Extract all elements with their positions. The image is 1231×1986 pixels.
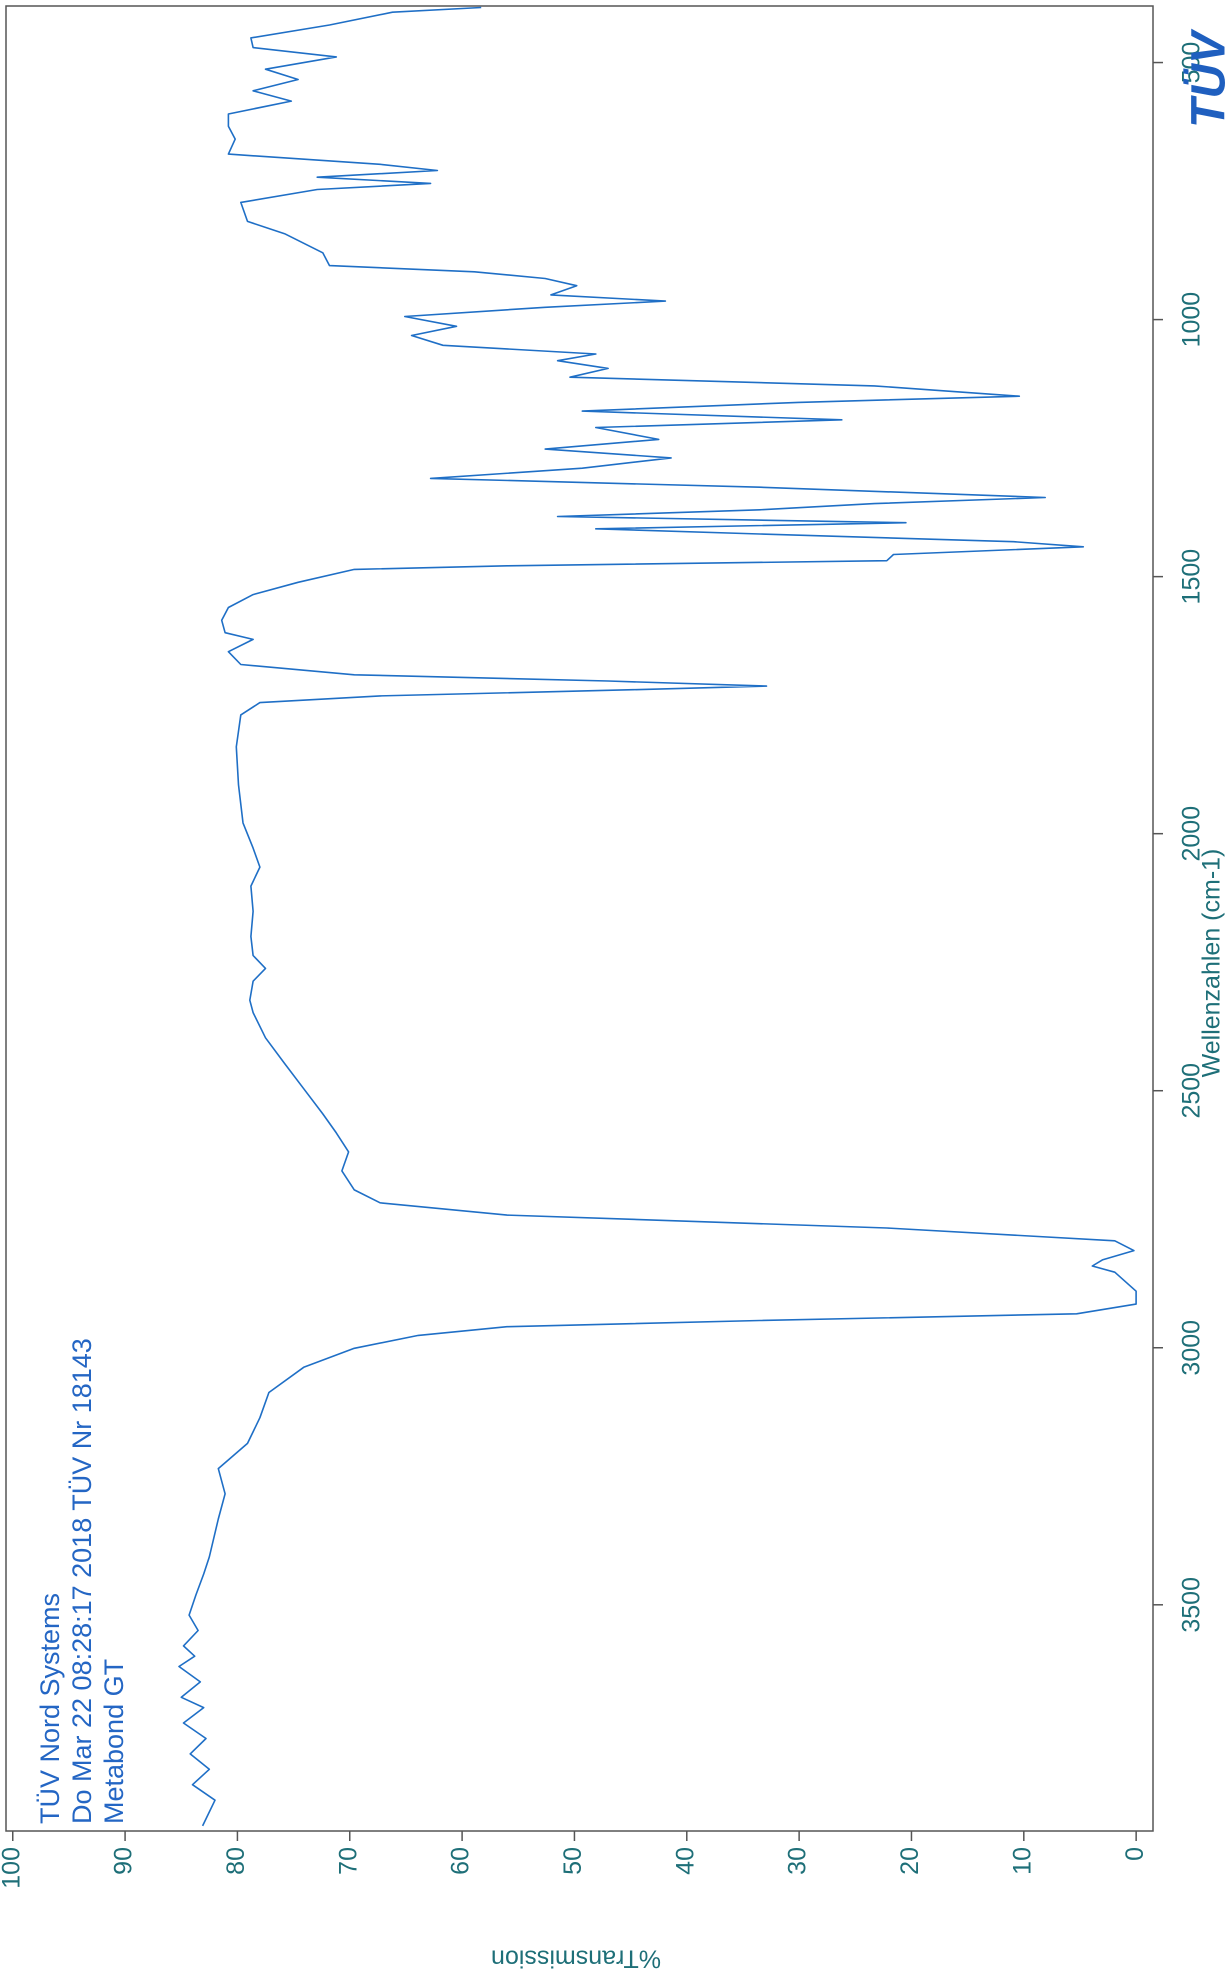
y-tick-label: 50 [559,1847,587,1875]
y-tick-label: 40 [671,1847,699,1875]
x-tick-label: 1000 [1178,292,1206,348]
y-tick-label: 70 [334,1847,362,1875]
y-tick-label: 90 [110,1847,138,1875]
y-tick-label: 100 [0,1847,25,1889]
y-tick-label: 10 [1008,1847,1036,1875]
y-tick-label: 20 [896,1847,924,1875]
x-tick-label: 1500 [1178,549,1206,605]
plot-group: 0 10 20 30 40 50 60 70 80 90 100 3500 3000 2500 2000 15… [0,5,1231,1972]
logo: TÜV [1183,28,1231,128]
annotation: Metabond GT [99,1659,129,1824]
y-tick-label: 60 [447,1847,475,1875]
y-tick-label: 80 [222,1847,250,1875]
x-tick-label: 500 [1178,42,1206,84]
annotation: Do Mar 22 08:28:17 2018 TÜV Nr 18143 [67,1338,97,1824]
y-tick-label: 0 [1121,1847,1149,1861]
spectrum-line [178,6,1137,1827]
x-tick-label: 2000 [1178,806,1206,862]
x-tick-label: 3000 [1178,1320,1206,1376]
y-tick-label: 30 [784,1847,812,1875]
x-axis-label: Wellenzahlen (cm-1) [1198,849,1226,1078]
y-axis-label: %Transmission [491,1944,661,1972]
annotation: TÜV Nord Systems [35,1593,65,1824]
plot-frame [5,5,1154,1832]
x-tick-label: 2500 [1178,1063,1206,1119]
x-tick-label: 3500 [1178,1577,1206,1633]
